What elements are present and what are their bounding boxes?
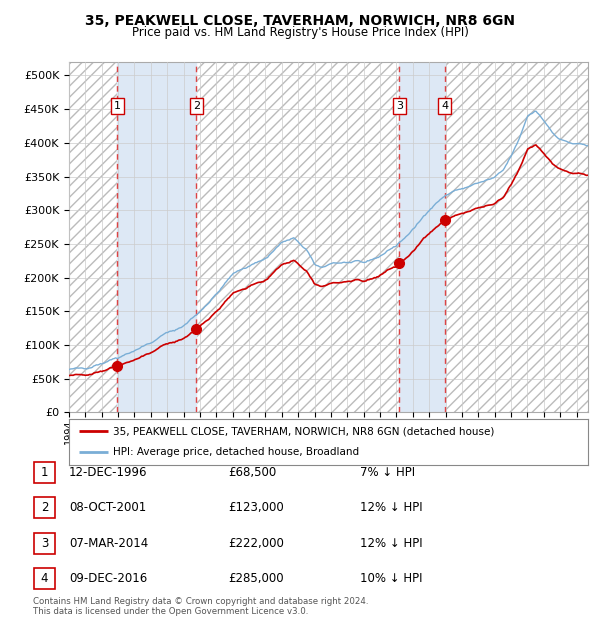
Text: Contains HM Land Registry data © Crown copyright and database right 2024.: Contains HM Land Registry data © Crown c… [33,597,368,606]
Bar [445,62,588,412]
Text: 35, PEAKWELL CLOSE, TAVERHAM, NORWICH, NR8 6GN: 35, PEAKWELL CLOSE, TAVERHAM, NORWICH, N… [85,14,515,28]
Text: 1: 1 [114,101,121,111]
Text: 35, PEAKWELL CLOSE, TAVERHAM, NORWICH, NR8 6GN (detached house): 35, PEAKWELL CLOSE, TAVERHAM, NORWICH, N… [113,426,494,436]
Text: 1: 1 [41,466,48,479]
Bar [400,62,445,412]
Text: £68,500: £68,500 [228,466,276,479]
Bar [196,62,400,412]
Text: 12-DEC-1996: 12-DEC-1996 [69,466,148,479]
Text: £222,000: £222,000 [228,537,284,549]
Text: 2: 2 [193,101,200,111]
Text: £285,000: £285,000 [228,572,284,585]
Text: 4: 4 [41,572,48,585]
Text: 2: 2 [41,502,48,514]
Text: 08-OCT-2001: 08-OCT-2001 [69,502,146,514]
Text: This data is licensed under the Open Government Licence v3.0.: This data is licensed under the Open Gov… [33,606,308,616]
Text: 10% ↓ HPI: 10% ↓ HPI [360,572,422,585]
Text: 3: 3 [41,537,48,549]
Text: Price paid vs. HM Land Registry's House Price Index (HPI): Price paid vs. HM Land Registry's House … [131,26,469,39]
Text: 07-MAR-2014: 07-MAR-2014 [69,537,148,549]
Bar [69,62,117,412]
Text: 7% ↓ HPI: 7% ↓ HPI [360,466,415,479]
Text: 12% ↓ HPI: 12% ↓ HPI [360,502,422,514]
Bar [117,62,196,412]
Text: £123,000: £123,000 [228,502,284,514]
Text: HPI: Average price, detached house, Broadland: HPI: Average price, detached house, Broa… [113,447,359,457]
Text: 09-DEC-2016: 09-DEC-2016 [69,572,147,585]
Text: 4: 4 [441,101,448,111]
Text: 3: 3 [396,101,403,111]
Text: 12% ↓ HPI: 12% ↓ HPI [360,537,422,549]
